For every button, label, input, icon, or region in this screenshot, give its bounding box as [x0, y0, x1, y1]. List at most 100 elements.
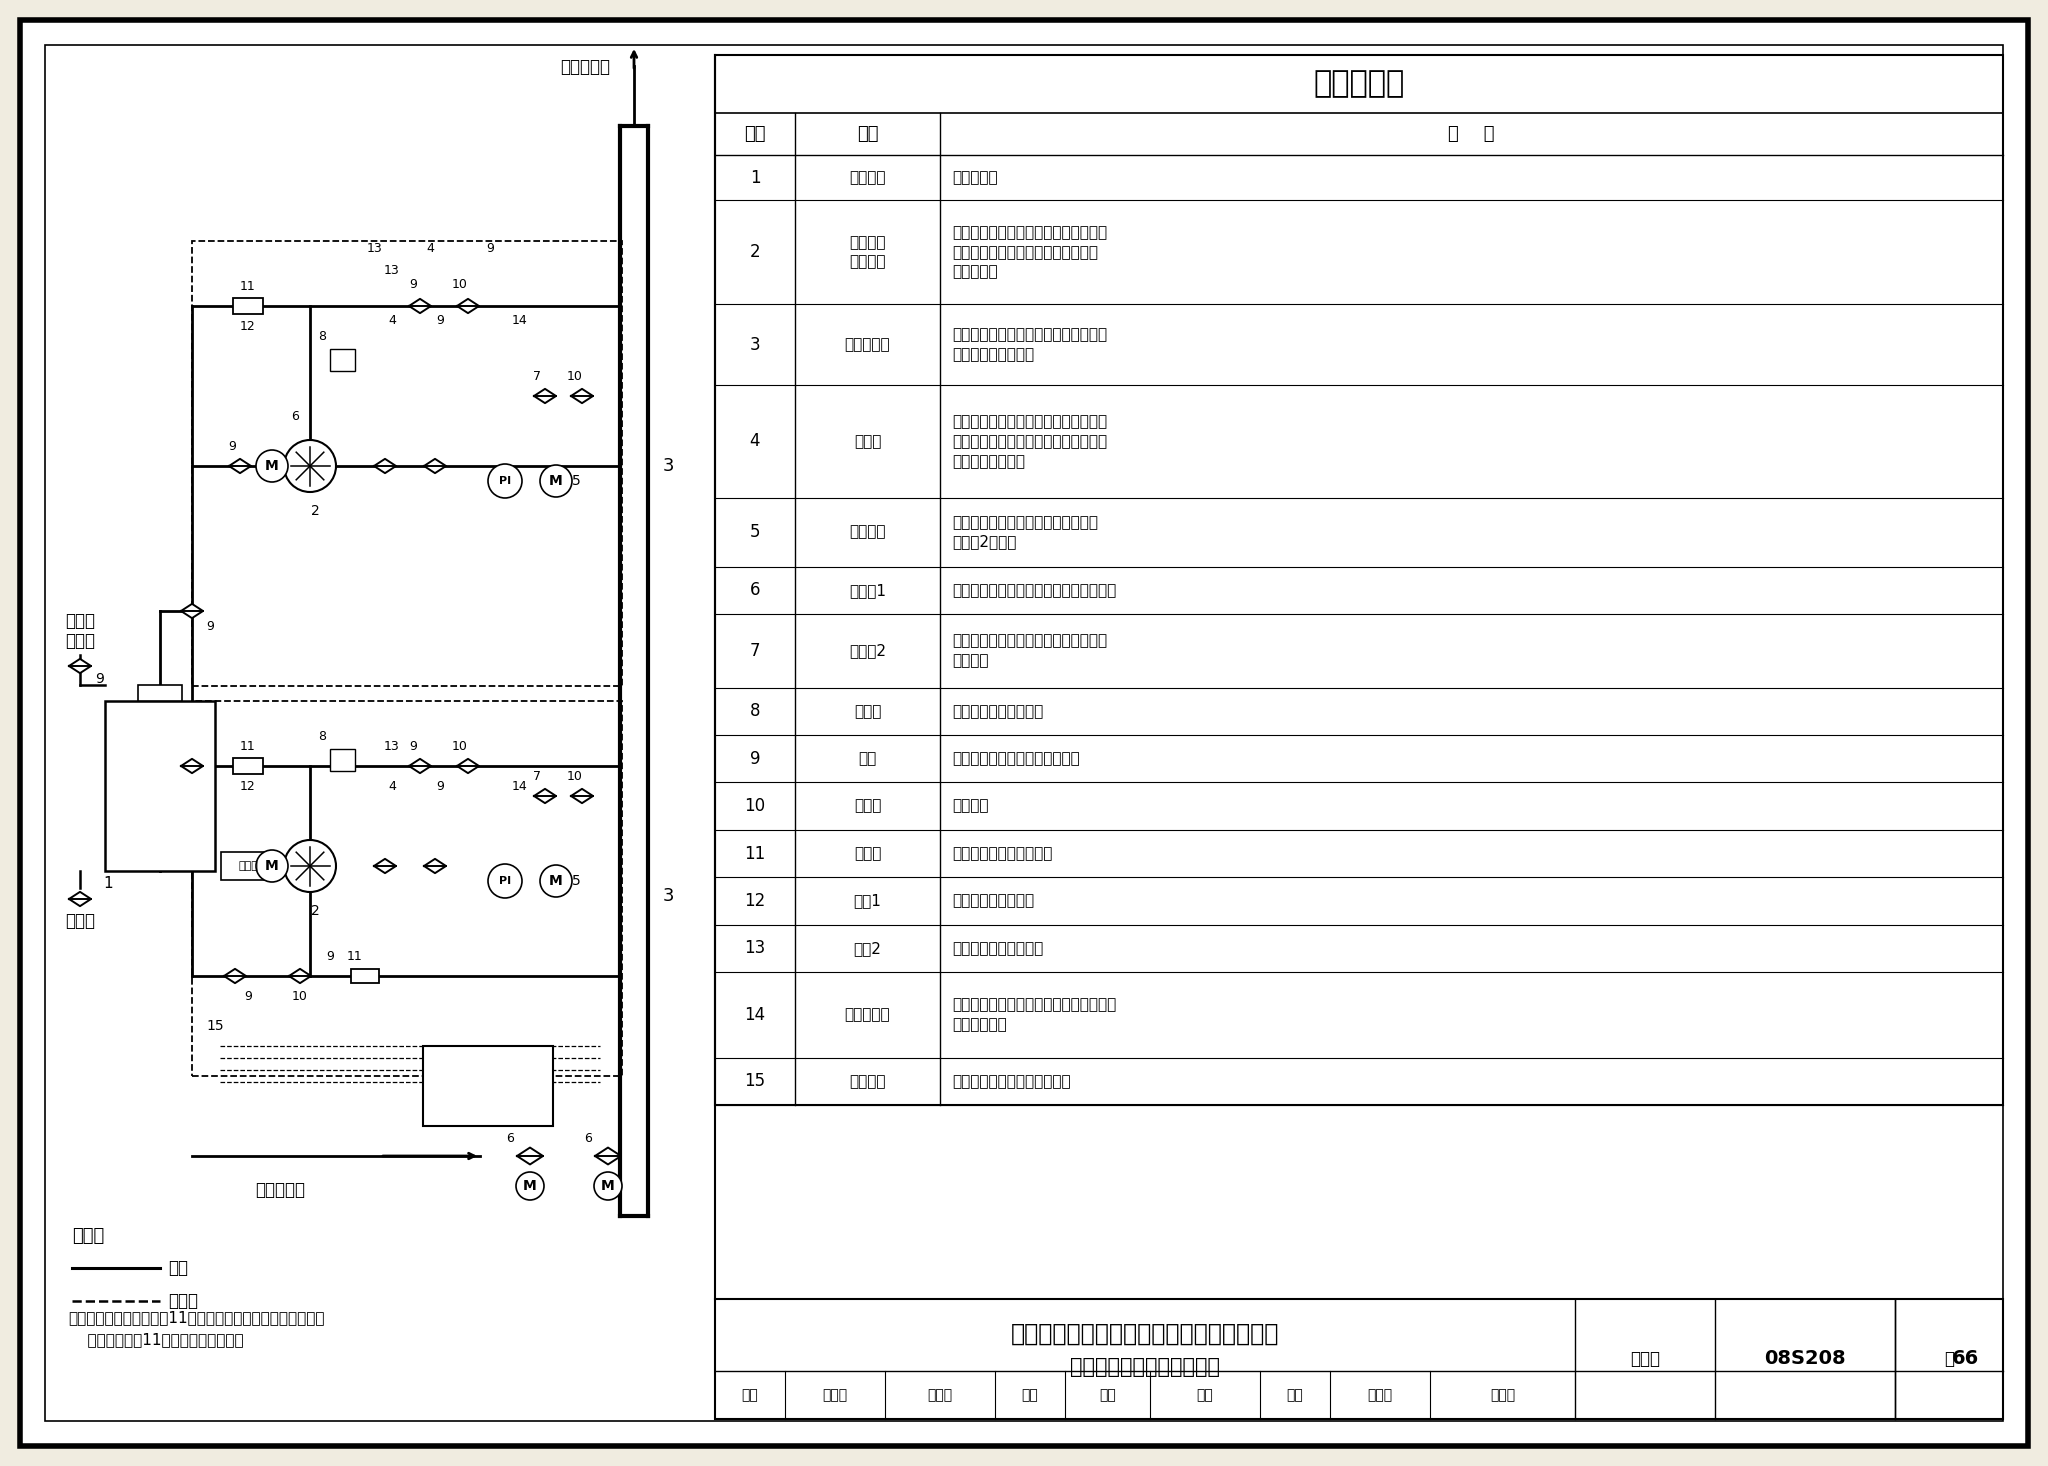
Text: 4: 4 — [750, 432, 760, 450]
Text: M: M — [522, 1179, 537, 1193]
Text: 比例混合器: 比例混合器 — [844, 337, 891, 352]
Polygon shape — [571, 789, 594, 803]
Text: 控制柜: 控制柜 — [471, 1076, 506, 1095]
Text: 泡沫液罐: 泡沫液罐 — [850, 170, 885, 185]
Text: 15: 15 — [207, 1019, 223, 1034]
Text: 王世杰: 王世杰 — [1491, 1388, 1516, 1401]
Text: 电动机: 电动机 — [238, 861, 258, 871]
Bar — [193, 701, 623, 1076]
Text: 戚晓专: 戚晓专 — [823, 1388, 848, 1401]
Polygon shape — [180, 759, 203, 773]
Text: 压力开关: 压力开关 — [850, 525, 885, 539]
Text: 控制管路开关，系统工作时常开: 控制管路开关，系统工作时常开 — [952, 751, 1079, 767]
Polygon shape — [457, 759, 479, 773]
Text: 1: 1 — [750, 169, 760, 186]
Text: 10: 10 — [743, 798, 766, 815]
Text: 编号: 编号 — [743, 125, 766, 144]
Text: 控制线路: 控制线路 — [850, 1073, 885, 1089]
Text: 注入口: 注入口 — [66, 632, 94, 649]
Text: 9: 9 — [326, 950, 334, 963]
Polygon shape — [180, 604, 203, 619]
Text: 阀门: 阀门 — [858, 751, 877, 767]
Text: 6: 6 — [506, 1132, 514, 1145]
Polygon shape — [375, 859, 395, 874]
Text: 过滤器: 过滤器 — [854, 846, 881, 861]
Polygon shape — [410, 759, 430, 773]
Text: 图集号: 图集号 — [1630, 1350, 1661, 1368]
Text: 08S208: 08S208 — [1763, 1350, 1845, 1368]
Text: 8: 8 — [317, 330, 326, 343]
Text: 9: 9 — [96, 671, 104, 686]
Text: M: M — [264, 459, 279, 474]
Circle shape — [516, 1171, 545, 1201]
Text: 电动阀2: 电动阀2 — [850, 644, 887, 658]
Text: 3: 3 — [750, 336, 760, 353]
Text: 过滤泡沫液管路中的杂质: 过滤泡沫液管路中的杂质 — [952, 846, 1053, 861]
Text: 4: 4 — [387, 780, 395, 793]
Text: 泡沫液: 泡沫液 — [66, 611, 94, 630]
Polygon shape — [223, 969, 246, 984]
Text: 10: 10 — [567, 770, 584, 783]
Text: 10: 10 — [453, 739, 467, 752]
Text: 防止回流: 防止回流 — [952, 799, 989, 814]
Text: 页: 页 — [1944, 1350, 1954, 1368]
Bar — [233, 758, 262, 774]
Bar — [104, 701, 215, 871]
Polygon shape — [70, 891, 90, 906]
Text: 7: 7 — [532, 770, 541, 783]
Text: 名称: 名称 — [856, 125, 879, 144]
Text: 4: 4 — [426, 242, 434, 255]
Text: 5: 5 — [571, 474, 580, 488]
Text: 平衡阀: 平衡阀 — [854, 434, 881, 449]
Text: M: M — [549, 474, 563, 488]
Text: 15: 15 — [743, 1072, 766, 1091]
Text: 刘芳: 刘芳 — [1100, 1388, 1116, 1401]
Polygon shape — [596, 1148, 621, 1164]
Text: 安全阀: 安全阀 — [854, 704, 881, 718]
Text: 9: 9 — [244, 990, 252, 1003]
Text: 使泡沫液和水按一定比例混合，按需要
的混合液流量来选择: 使泡沫液和水按一定比例混合，按需要 的混合液流量来选择 — [952, 327, 1108, 362]
Text: 14: 14 — [512, 315, 528, 327]
Text: 8: 8 — [317, 730, 326, 742]
Text: 8: 8 — [750, 702, 760, 720]
Text: PI: PI — [500, 877, 512, 885]
Text: 2: 2 — [750, 243, 760, 261]
Text: PI: PI — [500, 476, 512, 487]
Text: 66: 66 — [1952, 1350, 1978, 1368]
Text: 凤晓乡: 凤晓乡 — [928, 1388, 952, 1401]
Circle shape — [256, 850, 289, 883]
Text: 9: 9 — [207, 620, 213, 632]
Text: 王世杰: 王世杰 — [1368, 1388, 1393, 1401]
Circle shape — [285, 440, 336, 493]
Circle shape — [256, 450, 289, 482]
Text: 11: 11 — [240, 739, 256, 752]
Text: 混合液出液: 混合液出液 — [559, 59, 610, 76]
Text: 11: 11 — [743, 844, 766, 862]
Text: 泡沫液系统超压时回流: 泡沫液系统超压时回流 — [952, 704, 1042, 718]
Bar — [137, 685, 182, 701]
Text: 13: 13 — [743, 940, 766, 957]
Text: 9: 9 — [485, 242, 494, 255]
Text: M: M — [602, 1179, 614, 1193]
Text: 依靠水力作用的先导型调节阀，自动调
节泡沫液压力与水的压力保持平衡，以
保证精确的混合比: 依靠水力作用的先导型调节阀，自动调 节泡沫液压力与水的压力保持平衡，以 保证精确… — [952, 413, 1108, 469]
Text: 14: 14 — [743, 1006, 766, 1023]
Text: 电动阀1: 电动阀1 — [850, 583, 887, 598]
Text: 7: 7 — [532, 369, 541, 383]
Circle shape — [285, 840, 336, 891]
Text: 注：灭火系统原理图见第11页，本图按市售产品的资料编制，: 注：灭火系统原理图见第11页，本图按市售产品的资料编制， — [68, 1311, 324, 1325]
Text: 校对: 校对 — [1022, 1388, 1038, 1401]
Bar — [330, 749, 354, 771]
Circle shape — [541, 865, 571, 897]
Text: 14: 14 — [512, 780, 528, 793]
Text: 5: 5 — [750, 523, 760, 541]
Text: 冲洗泡沫液管路排出口: 冲洗泡沫液管路排出口 — [952, 941, 1042, 956]
Text: 13: 13 — [385, 739, 399, 752]
Text: 功    能: 功 能 — [1448, 125, 1495, 144]
Text: 接口1: 接口1 — [854, 893, 881, 909]
Circle shape — [487, 465, 522, 498]
Text: 当泡沫液泵工作压力达到设定值时，
电动阀2才打开: 当泡沫液泵工作压力达到设定值时， 电动阀2才打开 — [952, 515, 1098, 550]
Text: M: M — [549, 874, 563, 888]
Text: M: M — [264, 859, 279, 872]
Bar — [350, 969, 379, 984]
Text: 10: 10 — [567, 369, 584, 383]
